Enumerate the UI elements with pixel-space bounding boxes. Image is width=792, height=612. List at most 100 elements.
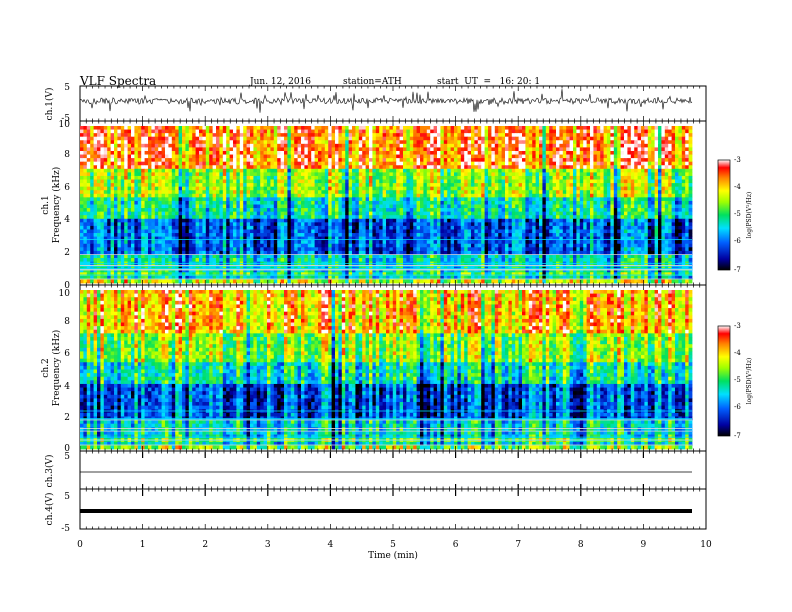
spectrogram-cell: [294, 169, 298, 173]
spectrogram-cell: [233, 147, 237, 151]
spectrogram-cell: [542, 176, 546, 180]
spectrogram-cell: [464, 215, 468, 219]
spectrogram-cell: [192, 144, 196, 148]
spectrogram-cell: [665, 208, 669, 212]
spectrogram-cell: [488, 172, 492, 176]
spectrogram-cell: [219, 172, 223, 176]
spectrogram-cell: [515, 144, 519, 148]
spectrogram-cell: [97, 158, 101, 162]
spectrogram-cell: [97, 140, 101, 144]
spectrogram-cell: [447, 147, 451, 151]
spectrogram-cell: [107, 222, 111, 226]
spectrogram-cell: [468, 144, 472, 148]
spectrogram-cell: [491, 205, 495, 209]
spectrogram-cell: [454, 212, 458, 216]
spectrogram-cell: [682, 126, 686, 130]
spectrogram-cell: [250, 126, 254, 130]
spectrogram-cell: [515, 151, 519, 155]
spectrogram-cell: [410, 126, 414, 130]
spectrogram-cell: [546, 212, 550, 216]
spectrogram-cell: [546, 205, 550, 209]
spectrogram-cell: [301, 155, 305, 159]
spectrogram-cell: [172, 197, 176, 201]
spectrogram-cell: [403, 147, 407, 151]
spectrogram-cell: [549, 176, 553, 180]
spectrogram-cell: [427, 215, 431, 219]
spectrogram-cell: [648, 140, 652, 144]
spectrogram-cell: [430, 151, 434, 155]
spectrogram-cell: [226, 162, 230, 166]
spectrogram-cell: [165, 137, 169, 141]
spectrogram-cell: [570, 183, 574, 187]
spectrogram-cell: [325, 169, 329, 173]
spectrogram-cell: [485, 190, 489, 194]
spectrogram-cell: [403, 205, 407, 209]
spectrogram-cell: [141, 183, 145, 187]
spectrogram-cell: [590, 144, 594, 148]
spectrogram-cell: [131, 222, 135, 226]
spectrogram-cell: [97, 215, 101, 219]
spectrogram-cell: [359, 130, 363, 134]
spectrogram-cell: [590, 201, 594, 205]
spectrogram-cell: [627, 155, 631, 159]
spectrogram-cell: [376, 222, 380, 226]
spectrogram-cell: [182, 165, 186, 169]
spectrogram-cell: [243, 212, 247, 216]
spectrogram-cell: [294, 212, 298, 216]
spectrogram-cell: [549, 162, 553, 166]
spectrogram-cell: [451, 183, 455, 187]
spectrogram-cell: [226, 212, 230, 216]
spectrogram-cell: [175, 197, 179, 201]
spectrogram-cell: [359, 165, 363, 169]
spectrogram-cell: [349, 197, 353, 201]
spectrogram-cell: [141, 144, 145, 148]
spectrogram-cell: [614, 165, 618, 169]
spectrogram-cell: [114, 222, 118, 226]
spectrogram-cell: [345, 155, 349, 159]
spectrogram-cell: [97, 137, 101, 141]
spectrogram-cell: [393, 197, 397, 201]
spectrogram-cell: [301, 187, 305, 191]
spectrogram-cell: [131, 205, 135, 209]
spectrogram-cell: [621, 172, 625, 176]
spectrogram-cell: [644, 215, 648, 219]
spectrogram-cell: [478, 194, 482, 198]
spectrogram-cell: [658, 147, 662, 151]
spectrogram-cell: [148, 144, 152, 148]
spectrogram-cell: [610, 212, 614, 216]
spectrogram-cell: [369, 197, 373, 201]
spectrogram-cell: [668, 165, 672, 169]
spectrogram-cell: [440, 137, 444, 141]
spectrogram-cell: [87, 162, 91, 166]
spectrogram-cell: [570, 130, 574, 134]
spectrogram-cell: [366, 215, 370, 219]
spectrogram-cell: [155, 205, 159, 209]
spectrogram-cell: [345, 190, 349, 194]
spectrogram-cell: [410, 147, 414, 151]
spectrogram-cell: [682, 212, 686, 216]
spectrogram-cell: [145, 155, 149, 159]
spectrogram-cell: [277, 215, 281, 219]
spectrogram-cell: [196, 212, 200, 216]
spectrogram-cell: [488, 151, 492, 155]
spectrogram-cell: [342, 169, 346, 173]
spectrogram-cell: [474, 130, 478, 134]
spectrogram-cell: [532, 172, 536, 176]
spectrogram-cell: [400, 155, 404, 159]
spectrogram-cell: [315, 194, 319, 198]
spectrogram-cell: [172, 215, 176, 219]
spectrogram-cell: [590, 197, 594, 201]
spectrogram-cell: [644, 169, 648, 173]
spectrogram-cell: [362, 183, 366, 187]
spectrogram-cell: [80, 194, 84, 198]
spectrogram-cell: [281, 165, 285, 169]
spectrogram-cell: [107, 162, 111, 166]
spectrogram-cell: [610, 219, 614, 223]
spectrogram-cell: [672, 140, 676, 144]
spectrogram-cell: [672, 190, 676, 194]
spectrogram-cell: [111, 183, 115, 187]
spectrogram-cell: [284, 201, 288, 205]
spectrogram-cell: [474, 165, 478, 169]
spectrogram-cell: [117, 172, 121, 176]
spectrogram-cell: [318, 165, 322, 169]
